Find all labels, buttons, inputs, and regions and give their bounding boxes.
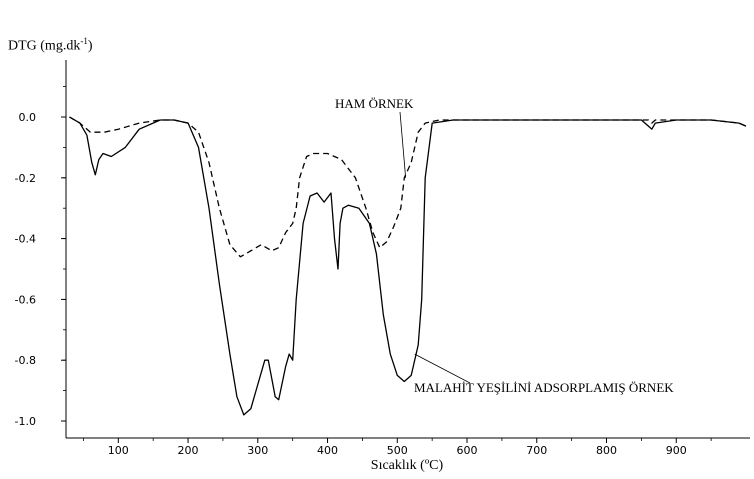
- annotation-ham-ornek: HAM ÖRNEK: [335, 96, 414, 111]
- x-axis-label: Sıcaklık (ºC): [370, 458, 444, 473]
- x-tick-label: 700: [526, 444, 547, 457]
- series-malahit: [69, 116, 747, 416]
- tick-labels: 0.0 -0.2 -0.4 -0.6 -0.8 -1.0 100 200 300 400 500 60…: [15, 111, 687, 457]
- x-tick-label: 600: [457, 444, 478, 457]
- y-axis-label: DTG (mg.dk-1): [8, 36, 93, 54]
- x-tick-label: 200: [178, 444, 199, 457]
- x-tick-label: 900: [666, 444, 687, 457]
- series-ham-ornek: [69, 116, 747, 258]
- x-tick-label: 100: [108, 444, 129, 457]
- series-lines: [69, 116, 747, 416]
- annotation-arrows: [399, 111, 471, 384]
- annotation-malahit: MALAHİT YEŞİLİNİ ADSORPLAMIŞ ÖRNEK: [414, 380, 674, 395]
- y-tick-label: -1.0: [15, 415, 36, 428]
- y-tick-label: -0.8: [15, 354, 36, 367]
- x-tick-label: 400: [317, 444, 338, 457]
- x-tick-label: 800: [596, 444, 617, 457]
- y-tick-label: -0.4: [15, 233, 36, 246]
- y-tick-label: 0.0: [19, 111, 37, 124]
- y-tick-label: -0.2: [15, 172, 36, 185]
- x-tick-label: 300: [247, 444, 268, 457]
- axes: [61, 60, 750, 443]
- arrow-malahit: [414, 353, 471, 384]
- arrow-ham-ornek: [399, 111, 407, 178]
- y-tick-label: -0.6: [15, 293, 36, 306]
- x-tick-label: 500: [387, 444, 408, 457]
